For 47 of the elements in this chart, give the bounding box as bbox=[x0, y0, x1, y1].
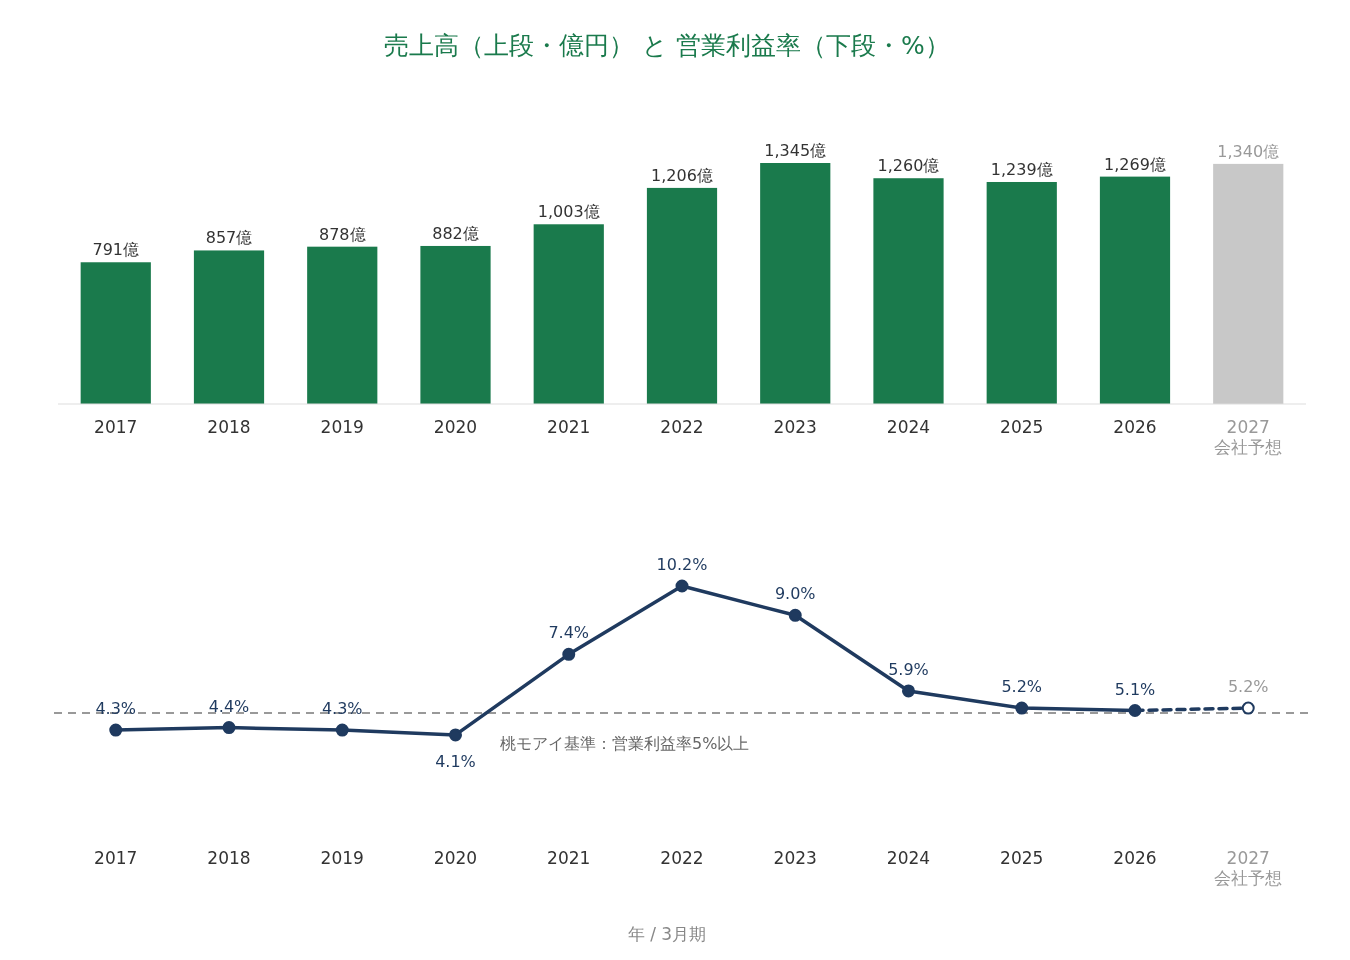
data-label: 4.3% bbox=[321, 699, 363, 719]
x-tick-label: 2023 bbox=[773, 417, 817, 437]
ref-line-label: 桃モアイ基準：営業利益率5%以上 bbox=[500, 733, 750, 753]
x-tick-label: 2017 bbox=[94, 417, 138, 437]
x-tick-label: 2021 bbox=[547, 848, 591, 868]
x-axis-title: 年 / 3月期 bbox=[627, 924, 707, 944]
x-tick-label: 2026 bbox=[1113, 417, 1157, 437]
x-tick-label: 2022 bbox=[660, 417, 704, 437]
x-tick-label: 2021 bbox=[547, 417, 591, 437]
data-label: 878億 bbox=[318, 224, 366, 244]
data-label: 1,260億 bbox=[877, 156, 940, 176]
x-tick-label: 2027 会社予想 bbox=[1214, 848, 1283, 888]
x-tick-label: 2025 bbox=[1000, 417, 1044, 437]
x-tick-label: 2020 bbox=[433, 417, 478, 437]
data-label: 5.9% bbox=[888, 659, 929, 679]
x-tick-label: 2018 bbox=[207, 417, 251, 437]
x-tick-label: 2020 bbox=[433, 848, 478, 868]
chart-title: 売上高（上段・億円） と 営業利益率（下段・%） bbox=[384, 31, 950, 60]
data-label: 9.0% bbox=[774, 584, 816, 604]
x-tick-label: 2024 bbox=[886, 417, 931, 437]
data-label: 1,206億 bbox=[651, 165, 713, 185]
data-label: 882億 bbox=[432, 223, 479, 243]
data-label: 4.4% bbox=[208, 696, 250, 716]
data-label: 1,003億 bbox=[537, 202, 600, 222]
data-label: 4.3% bbox=[95, 699, 137, 719]
data-label: 7.4% bbox=[548, 623, 590, 643]
data-label: 791億 bbox=[92, 240, 140, 260]
data-label: 5.1% bbox=[1114, 679, 1156, 699]
x-tick-label: 2018 bbox=[207, 848, 251, 868]
x-tick-label: 2017 bbox=[94, 848, 138, 868]
data-label: 1,239億 bbox=[990, 159, 1053, 179]
x-tick-label: 2024 bbox=[886, 848, 931, 868]
data-label: 857億 bbox=[205, 228, 253, 248]
data-label: 5.2% bbox=[1227, 677, 1269, 697]
data-label: 1,345億 bbox=[764, 141, 827, 160]
x-tick-label: 2026 bbox=[1113, 848, 1157, 868]
x-tick-label: 2019 bbox=[320, 848, 364, 868]
data-label: 1,340億 bbox=[1217, 141, 1280, 161]
data-label: 4.1% bbox=[435, 751, 476, 771]
x-tick-label: 2019 bbox=[320, 417, 364, 437]
x-tick-label: 2023 bbox=[773, 848, 817, 868]
x-tick-label: 2025 bbox=[1000, 848, 1044, 868]
data-label: 1,269億 bbox=[1104, 154, 1166, 174]
x-tick-label: 2027 会社予想 bbox=[1214, 417, 1283, 457]
data-label: 5.2% bbox=[1001, 677, 1043, 697]
x-tick-label: 2022 bbox=[660, 848, 704, 868]
data-label: 10.2% bbox=[656, 555, 708, 574]
